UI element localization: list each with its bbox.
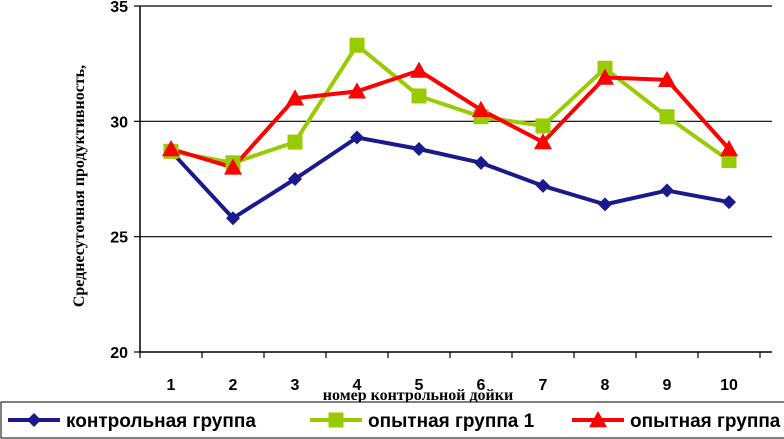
data-point [224, 158, 242, 175]
x-tick-label: 6 [477, 377, 486, 394]
y-tick-labels: 20 25 30 35 [110, 0, 128, 362]
series-line-3 [170, 68, 731, 170]
legend: контрольная группа опытная группа 1 опытна… [8, 411, 784, 432]
y-tick-label: 30 [110, 114, 128, 131]
y-tick-label: 35 [110, 0, 128, 16]
data-point [411, 88, 427, 104]
data-point [162, 140, 180, 157]
x-tick-label: 4 [353, 377, 362, 394]
y-tick-label: 20 [110, 345, 128, 362]
x-tick-label: 10 [720, 377, 738, 394]
data-point [721, 153, 737, 169]
data-point [412, 142, 426, 157]
data-point [349, 37, 365, 53]
data-point [720, 140, 738, 157]
series-line-2 [170, 43, 731, 165]
legend-label: опытная группа 2 [630, 411, 784, 432]
x-tick-labels: 1 2 3 4 5 6 7 8 9 10 [139, 352, 761, 394]
data-point [534, 133, 552, 150]
legend-label: контрольная группа [66, 411, 256, 432]
legend-marker [589, 411, 607, 428]
data-point [410, 61, 428, 78]
data-point [348, 82, 366, 99]
legend-marker [328, 412, 344, 428]
data-point [597, 60, 613, 76]
data-point [722, 195, 736, 210]
data-point [287, 134, 303, 150]
data-point [474, 155, 488, 170]
x-tick-label: 1 [167, 377, 176, 394]
series-markers [162, 37, 738, 226]
data-point [659, 109, 675, 125]
x-tick-label: 2 [229, 377, 238, 394]
data-point [226, 211, 240, 226]
gridlines [134, 5, 772, 353]
x-tick-label: 7 [539, 377, 548, 394]
x-tick-label: 5 [415, 377, 424, 394]
data-point [658, 70, 676, 88]
series-line-1 [169, 135, 730, 221]
x-tick-label: 9 [663, 377, 672, 394]
data-point [286, 89, 304, 106]
y-axis-title: Среднесуточная продуктивность, [71, 65, 88, 307]
data-point [472, 100, 490, 117]
data-point [535, 118, 551, 134]
x-tick-label: 8 [601, 377, 610, 394]
axes [139, 6, 772, 353]
legend-box [0, 401, 784, 439]
legend-marker [27, 413, 41, 427]
data-point [350, 130, 364, 145]
data-point [596, 68, 614, 85]
data-point [288, 172, 302, 186]
legend-label: опытная группа 1 [368, 411, 535, 432]
data-point [660, 183, 674, 198]
data-point [598, 197, 612, 212]
x-axis-title: номер контрольной дойки [323, 387, 513, 404]
series-lines [169, 43, 731, 221]
x-tick-label: 3 [291, 377, 300, 394]
y-tick-label: 25 [110, 230, 128, 247]
data-point [536, 178, 550, 193]
